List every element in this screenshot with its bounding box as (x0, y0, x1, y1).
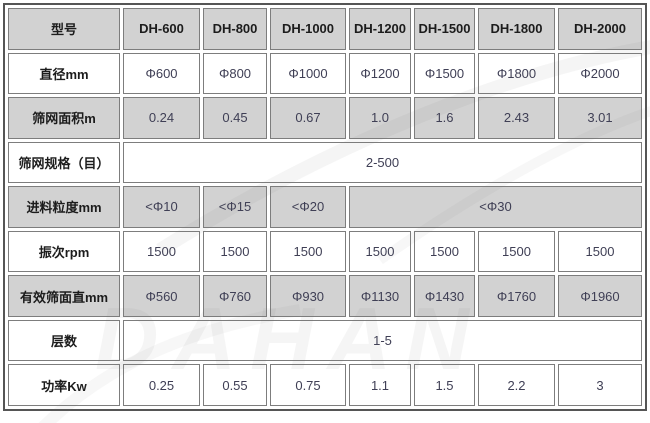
cell-value: <Φ10 (123, 186, 200, 228)
cell-value: 0.25 (123, 364, 200, 406)
row-label: 功率Kw (8, 364, 120, 406)
cell-value: Φ800 (203, 52, 267, 95)
cell-value: 2.2 (478, 364, 555, 406)
cell-value: 1500 (478, 230, 555, 273)
cell-value: Φ1500 (414, 52, 475, 95)
cell-value: Φ1130 (349, 275, 411, 317)
row-label: 筛网规格（目） (8, 141, 120, 184)
table-row-feed-size: 进料粒度mm <Φ10 <Φ15 <Φ20 <Φ30 (8, 186, 642, 228)
cell-value: 1.5 (414, 364, 475, 406)
row-label: 层数 (8, 319, 120, 362)
table-row-diameter: 直径mm Φ600 Φ800 Φ1000 Φ1200 Φ1500 Φ1800 Φ… (8, 52, 642, 95)
cell-value: Φ1430 (414, 275, 475, 317)
col-header: DH-1200 (349, 8, 411, 50)
cell-value: Φ1960 (558, 275, 642, 317)
table-row-layers: 层数 1-5 (8, 319, 642, 362)
cell-value: <Φ15 (203, 186, 267, 228)
cell-value: Φ1760 (478, 275, 555, 317)
col-header: DH-2000 (558, 8, 642, 50)
cell-value: 1500 (349, 230, 411, 273)
col-header: DH-1000 (270, 8, 346, 50)
cell-value-spanned: 2-500 (123, 141, 642, 184)
cell-value: Φ560 (123, 275, 200, 317)
table-row-vibration: 振次rpm 1500 1500 1500 1500 1500 1500 1500 (8, 230, 642, 273)
header-row: 型号 DH-600 DH-800 DH-1000 DH-1200 DH-1500… (8, 8, 642, 50)
cell-value: 1.6 (414, 97, 475, 139)
col-header-model: 型号 (8, 8, 120, 50)
cell-value: 0.75 (270, 364, 346, 406)
table-row-mesh-spec: 筛网规格（目） 2-500 (8, 141, 642, 184)
cell-value: Φ2000 (558, 52, 642, 95)
cell-value: Φ600 (123, 52, 200, 95)
cell-value: 3.01 (558, 97, 642, 139)
cell-value: 0.55 (203, 364, 267, 406)
row-label: 振次rpm (8, 230, 120, 273)
cell-value: Φ930 (270, 275, 346, 317)
cell-value: <Φ20 (270, 186, 346, 228)
cell-value-spanned: <Φ30 (349, 186, 642, 228)
cell-value: 1500 (123, 230, 200, 273)
row-label: 进料粒度mm (8, 186, 120, 228)
cell-value: 1.1 (349, 364, 411, 406)
cell-value: 1500 (558, 230, 642, 273)
cell-value: 1500 (203, 230, 267, 273)
cell-value: 0.45 (203, 97, 267, 139)
cell-value: 2.43 (478, 97, 555, 139)
col-header: DH-1500 (414, 8, 475, 50)
cell-value: 3 (558, 364, 642, 406)
cell-value: 1.0 (349, 97, 411, 139)
cell-value: Φ1800 (478, 52, 555, 95)
table-row-effective-diameter: 有效筛面直mm Φ560 Φ760 Φ930 Φ1130 Φ1430 Φ1760… (8, 275, 642, 317)
cell-value: 0.67 (270, 97, 346, 139)
row-label: 筛网面积m (8, 97, 120, 139)
col-header: DH-1800 (478, 8, 555, 50)
cell-value: Φ1000 (270, 52, 346, 95)
col-header: DH-600 (123, 8, 200, 50)
cell-value-spanned: 1-5 (123, 319, 642, 362)
cell-value: 1500 (414, 230, 475, 273)
spec-table: 型号 DH-600 DH-800 DH-1000 DH-1200 DH-1500… (3, 3, 647, 411)
cell-value: Φ1200 (349, 52, 411, 95)
row-label: 直径mm (8, 52, 120, 95)
col-header: DH-800 (203, 8, 267, 50)
table-row-power: 功率Kw 0.25 0.55 0.75 1.1 1.5 2.2 3 (8, 364, 642, 406)
row-label: 有效筛面直mm (8, 275, 120, 317)
cell-value: 0.24 (123, 97, 200, 139)
cell-value: Φ760 (203, 275, 267, 317)
cell-value: 1500 (270, 230, 346, 273)
table-row-screen-area: 筛网面积m 0.24 0.45 0.67 1.0 1.6 2.43 3.01 (8, 97, 642, 139)
